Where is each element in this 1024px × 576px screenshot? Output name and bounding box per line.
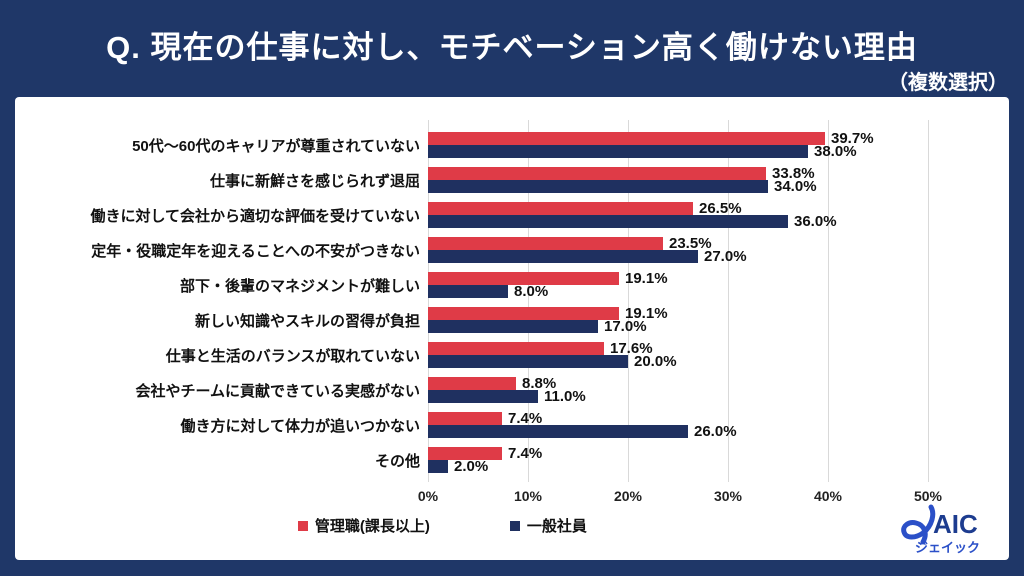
bar-staff [428, 320, 598, 333]
bar-manager [428, 202, 693, 215]
legend-swatch-icon [509, 520, 520, 531]
bar-manager [428, 342, 604, 355]
bar-row: 定年・役職定年を迎えることへの不安がつきない 23.5% 27.0% [15, 235, 1009, 265]
jaic-letters: AIC [933, 509, 978, 539]
value-label: 23.5% [669, 235, 712, 252]
legend-swatch-icon [297, 520, 308, 531]
bar-row: 部下・後輩のマネジメントが難しい 19.1% 8.0% [15, 270, 1009, 300]
category-label: 会社やチームに貢献できている実感がない [135, 382, 420, 400]
bar-manager [428, 272, 619, 285]
bar-row: 会社やチームに貢献できている実感がない 8.8% 11.0% [15, 375, 1009, 405]
value-label: 33.8% [772, 165, 815, 182]
value-label: 26.0% [694, 423, 737, 440]
category-label: 50代～60代のキャリアが尊重されていない [132, 137, 420, 155]
gridline [528, 120, 529, 482]
category-label: その他 [374, 452, 420, 470]
category-label: 働き方に対して体力が追いつかない [180, 417, 420, 435]
bar-staff [428, 390, 538, 403]
value-label: 8.0% [514, 283, 549, 300]
bar-staff [428, 460, 448, 473]
bar-manager [428, 412, 502, 425]
value-label: 38.0% [814, 143, 857, 160]
bar-manager [428, 307, 619, 320]
legend-item-staff: 一般社員 [509, 515, 587, 536]
x-tick-label: 50% [913, 488, 943, 504]
value-label: 19.1% [625, 270, 668, 287]
category-label: 定年・役職定年を迎えることへの不安がつきない [91, 242, 420, 260]
gridline [928, 120, 929, 482]
bar-manager [428, 237, 663, 250]
bar-row: 50代～60代のキャリアが尊重されていない 39.7% 38.0% [15, 130, 1009, 160]
x-tick-label: 30% [713, 488, 743, 504]
value-label: 20.0% [634, 353, 677, 370]
bar-row: 仕事に新鮮さを感じられず退屈 33.8% 34.0% [15, 165, 1009, 195]
legend-label: 管理職(課長以上) [314, 518, 430, 535]
value-label: 17.6% [610, 340, 653, 357]
value-label: 7.4% [508, 410, 543, 427]
jaic-j-loop-icon [901, 504, 936, 545]
page-subtitle: （複数選択） [888, 72, 1008, 94]
gridline [728, 120, 729, 482]
category-label: 働きに対して会社から適切な評価を受けていない [90, 207, 420, 225]
category-label: 部下・後輩のマネジメントが難しい [179, 277, 420, 295]
bar-staff [428, 250, 698, 263]
value-label: 11.0% [544, 388, 586, 405]
bar-staff [428, 355, 628, 368]
bar-manager [428, 132, 825, 145]
value-label: 17.0% [604, 318, 647, 335]
bar-manager [428, 447, 502, 460]
bar-row: 働き方に対して体力が追いつかない 7.4% 26.0% [15, 410, 1009, 440]
bar-row: 仕事と生活のバランスが取れていない 17.6% 20.0% [15, 340, 1009, 370]
x-tick-label: 10% [513, 488, 543, 504]
bar-row: その他 7.4% 2.0% [15, 445, 1009, 475]
legend-item-manager: 管理職(課長以上) [297, 515, 430, 536]
bar-staff [428, 180, 768, 193]
gridline [828, 120, 829, 482]
value-label: 7.4% [508, 445, 543, 462]
value-label: 26.5% [699, 200, 742, 217]
gridline [428, 120, 429, 482]
jaic-kana: ジェイック [915, 540, 980, 555]
plot-area: 50代～60代のキャリアが尊重されていない 39.7% 38.0% 仕事に新鮮さを感じ… [15, 97, 1009, 560]
legend: 管理職(課長以上) 一般社員 [15, 515, 870, 536]
bar-row: 働きに対して会社から適切な評価を受けていない 26.5% 36.0% [15, 200, 1009, 230]
value-label: 36.0% [794, 213, 837, 230]
bar-manager [428, 167, 766, 180]
value-label: 27.0% [704, 248, 747, 265]
page-title: Q. 現在の仕事に対し、モチベーション高く働けない理由 [106, 30, 918, 65]
bar-staff [428, 145, 808, 158]
gridline [628, 120, 629, 482]
bar-row: 新しい知識やスキルの習得が負担 19.1% 17.0% [15, 305, 1009, 335]
bar-staff [428, 285, 508, 298]
category-label: 仕事に新鮮さを感じられず退屈 [209, 172, 420, 190]
chart-panel: 50代～60代のキャリアが尊重されていない 39.7% 38.0% 仕事に新鮮さを感じ… [15, 97, 1009, 560]
value-label: 19.1% [625, 305, 668, 322]
category-label: 仕事と生活のバランスが取れていない [165, 347, 420, 365]
jaic-logo: AIC ジェイック [901, 504, 980, 555]
x-axis: 0% 10% 20% 30% 40% 50% [15, 488, 1009, 508]
x-tick-label: 0% [417, 488, 439, 504]
bar-manager [428, 377, 516, 390]
bar-staff [428, 425, 688, 438]
value-label: 2.0% [454, 458, 489, 475]
bar-staff [428, 215, 788, 228]
category-label: 新しい知識やスキルの習得が負担 [194, 312, 420, 330]
value-label: 8.8% [522, 375, 557, 392]
value-label: 39.7% [831, 130, 874, 147]
x-tick-label: 40% [813, 488, 843, 504]
value-label: 34.0% [774, 178, 817, 195]
legend-label: 一般社員 [526, 518, 587, 535]
x-tick-label: 20% [613, 488, 643, 504]
